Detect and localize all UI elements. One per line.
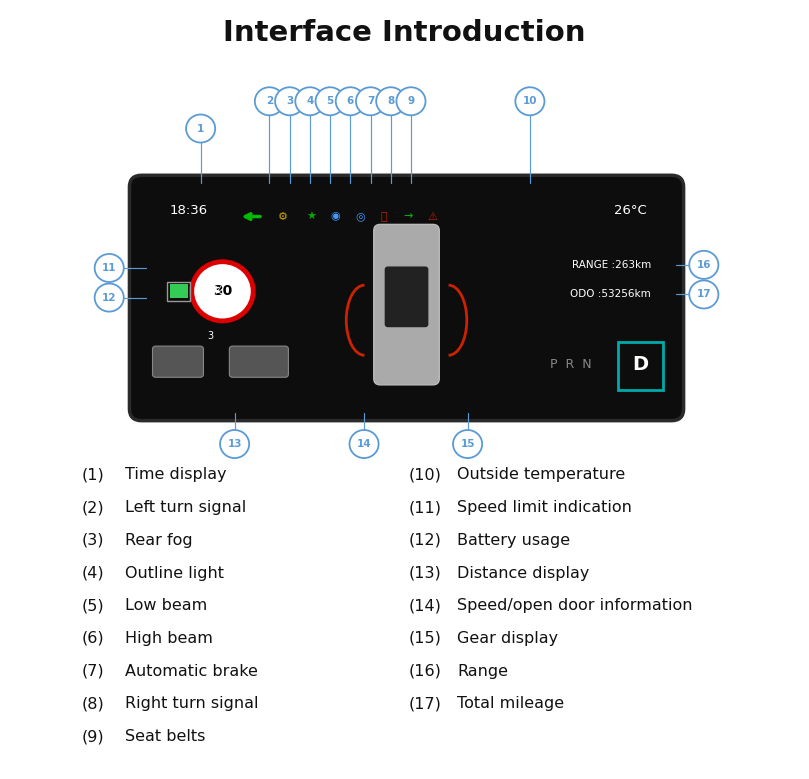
Text: Ⓐ: Ⓐ xyxy=(381,212,388,221)
Circle shape xyxy=(689,280,718,308)
Text: 73%: 73% xyxy=(199,287,224,296)
Circle shape xyxy=(295,87,324,115)
Text: (4): (4) xyxy=(82,566,104,580)
Circle shape xyxy=(275,87,304,115)
Text: Interface Introduction: Interface Introduction xyxy=(223,19,586,48)
Circle shape xyxy=(336,87,365,115)
Text: ⚙: ⚙ xyxy=(278,212,288,221)
Text: 2: 2 xyxy=(266,97,273,106)
Text: Right turn signal: Right turn signal xyxy=(125,696,259,711)
Text: ◎: ◎ xyxy=(355,212,365,221)
Text: (13): (13) xyxy=(409,566,441,580)
Text: 4: 4 xyxy=(306,97,314,106)
Text: (14): (14) xyxy=(409,598,441,613)
Text: 3: 3 xyxy=(207,331,214,340)
Text: ⚠: ⚠ xyxy=(428,212,438,221)
Text: (11): (11) xyxy=(409,500,441,515)
Text: 30: 30 xyxy=(213,284,232,298)
Text: 11: 11 xyxy=(102,263,116,273)
Text: (7): (7) xyxy=(82,664,104,679)
Text: P  R  N: P R N xyxy=(550,358,591,371)
Text: 9: 9 xyxy=(408,97,414,106)
Text: 13: 13 xyxy=(227,439,242,449)
Circle shape xyxy=(515,87,544,115)
Text: (8): (8) xyxy=(82,696,104,711)
Text: RANGE :263km: RANGE :263km xyxy=(572,259,651,270)
FancyBboxPatch shape xyxy=(129,175,684,421)
Text: (12): (12) xyxy=(409,533,441,548)
Text: (10): (10) xyxy=(409,467,441,482)
Circle shape xyxy=(349,430,379,458)
Text: (6): (6) xyxy=(82,631,104,646)
Text: Outline light: Outline light xyxy=(125,566,224,580)
Circle shape xyxy=(95,284,124,312)
Text: 12: 12 xyxy=(102,293,116,302)
Text: 17: 17 xyxy=(697,290,711,299)
Text: (2): (2) xyxy=(82,500,104,515)
Text: 3: 3 xyxy=(286,97,293,106)
Text: Low beam: Low beam xyxy=(125,598,208,613)
Text: 18:36: 18:36 xyxy=(170,204,208,217)
Text: Total mileage: Total mileage xyxy=(457,696,564,711)
Text: Speed limit indication: Speed limit indication xyxy=(457,500,632,515)
Text: 1: 1 xyxy=(197,124,204,133)
Circle shape xyxy=(95,254,124,282)
FancyBboxPatch shape xyxy=(230,346,288,377)
Circle shape xyxy=(689,251,718,279)
Text: (17): (17) xyxy=(409,696,441,711)
Text: 16: 16 xyxy=(697,260,711,270)
Circle shape xyxy=(192,262,253,321)
Text: ★: ★ xyxy=(307,212,316,221)
Text: Battery usage: Battery usage xyxy=(457,533,570,548)
Text: 6: 6 xyxy=(347,97,354,106)
Text: Outside temperature: Outside temperature xyxy=(457,467,625,482)
Text: 14: 14 xyxy=(357,439,371,449)
Text: →: → xyxy=(404,212,413,221)
FancyBboxPatch shape xyxy=(152,346,203,377)
Circle shape xyxy=(316,87,345,115)
Text: 7: 7 xyxy=(366,97,375,106)
FancyBboxPatch shape xyxy=(374,224,439,385)
Text: 15: 15 xyxy=(460,439,475,449)
Circle shape xyxy=(453,430,482,458)
Text: Range: Range xyxy=(457,664,508,679)
Circle shape xyxy=(396,87,426,115)
Text: Time display: Time display xyxy=(125,467,227,482)
Text: 5: 5 xyxy=(327,97,333,106)
Text: (15): (15) xyxy=(409,631,441,646)
Text: 10: 10 xyxy=(523,97,537,106)
Text: (16): (16) xyxy=(409,664,441,679)
Text: ODO :53256km: ODO :53256km xyxy=(570,289,651,299)
Text: Seat belts: Seat belts xyxy=(125,729,205,744)
Text: (3): (3) xyxy=(82,533,104,548)
Text: 8: 8 xyxy=(388,97,394,106)
Text: D: D xyxy=(633,355,649,374)
Circle shape xyxy=(356,87,385,115)
Circle shape xyxy=(255,87,284,115)
Circle shape xyxy=(186,115,215,143)
Circle shape xyxy=(220,430,249,458)
Text: 26°C: 26°C xyxy=(615,204,647,217)
Text: Automatic brake: Automatic brake xyxy=(125,664,258,679)
Text: (1): (1) xyxy=(82,467,104,482)
Text: Gear display: Gear display xyxy=(457,631,558,646)
Text: Left turn signal: Left turn signal xyxy=(125,500,247,515)
Text: (9): (9) xyxy=(82,729,104,744)
Circle shape xyxy=(376,87,405,115)
Text: High beam: High beam xyxy=(125,631,214,646)
Text: ◉: ◉ xyxy=(331,212,341,221)
Text: Distance display: Distance display xyxy=(457,566,590,580)
FancyBboxPatch shape xyxy=(170,284,188,298)
Text: (5): (5) xyxy=(82,598,104,613)
FancyBboxPatch shape xyxy=(384,266,429,327)
Text: Speed/open door information: Speed/open door information xyxy=(457,598,693,613)
Text: Rear fog: Rear fog xyxy=(125,533,193,548)
